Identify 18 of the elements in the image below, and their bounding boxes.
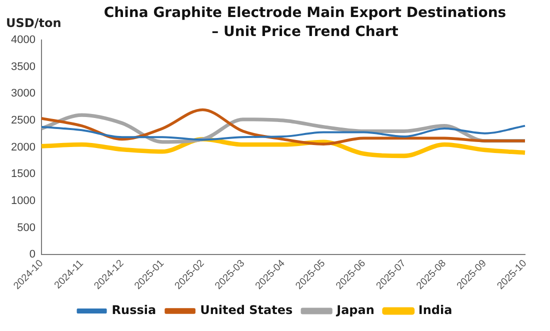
y-tick-label: 0 — [29, 248, 36, 261]
chart-title: China Graphite Electrode Main Export Destinations – Unit Price Trend Chart — [102, 4, 508, 42]
line-series — [40, 124, 526, 141]
y-tick-label: 1000 — [10, 194, 36, 207]
y-tick-label: 2500 — [10, 114, 36, 126]
y-tick-label: 3500 — [10, 60, 36, 73]
legend-label: India — [418, 303, 452, 318]
legend-label: Japan — [336, 303, 374, 318]
y-tick-label: 4000 — [10, 34, 36, 46]
y-axis-title: USD/ton — [6, 16, 62, 30]
y-tick-label: 1500 — [10, 168, 36, 180]
line-series — [40, 108, 526, 146]
y-tick-label: 3000 — [10, 88, 36, 100]
legend-label: United States — [200, 303, 293, 318]
legend-label: Russia — [112, 303, 156, 318]
y-tick-label: 500 — [17, 222, 36, 234]
line-series — [39, 137, 528, 158]
y-tick-label: 2000 — [10, 141, 36, 154]
